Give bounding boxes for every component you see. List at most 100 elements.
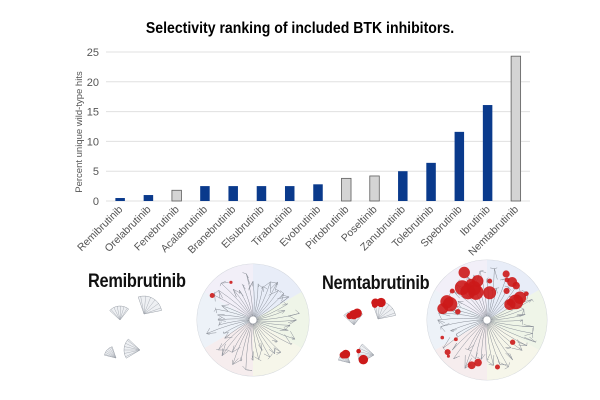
- nemtabrutinib-panel-label: Nemtabrutinib: [322, 273, 430, 294]
- kinome-group-sector: [253, 292, 310, 348]
- bars: [115, 55, 522, 202]
- fragment-branch: [111, 346, 117, 359]
- fragment-branch: [106, 350, 117, 359]
- kinome-group-sector: [487, 290, 548, 350]
- y-tick-label: 10: [87, 136, 99, 148]
- fragment-branch: [358, 351, 375, 356]
- bar-evobrutinib: [313, 184, 323, 201]
- y-axis: 0 5 10 15 20 25: [87, 47, 99, 208]
- bar-elsubrutinib: [256, 186, 267, 201]
- fragment-branch: [143, 296, 146, 315]
- kinase-hit-dot: [487, 278, 493, 284]
- fragment-branch: [105, 352, 117, 359]
- bar-nemtabrutinib: [510, 55, 522, 202]
- nemtabrutinib-kinome-fragments: [338, 297, 396, 365]
- fragment-branch: [143, 303, 159, 315]
- bar-fenebrutinib: [171, 189, 182, 202]
- kinase-hit-dot: [455, 308, 461, 315]
- kinase-hit-dot: [346, 312, 353, 320]
- fragment-branch: [107, 349, 117, 359]
- kinase-hit-dot: [503, 287, 510, 294]
- nemtabrutinib-kinome-tree: [426, 259, 548, 381]
- kinase-hit-dot: [440, 335, 445, 340]
- bar-poseltinib: [369, 175, 380, 202]
- kinome-fragment: [109, 305, 130, 321]
- fragment-branch: [377, 312, 396, 320]
- kinase-hit-dot: [502, 270, 510, 278]
- kinome-center: [482, 315, 492, 325]
- bar-tirabrutinib: [284, 186, 295, 201]
- y-tick-label: 0: [93, 196, 99, 208]
- kinase-hit-dot: [371, 302, 378, 308]
- kinase-hit-dot: [339, 351, 347, 359]
- fragment-branch: [125, 343, 141, 351]
- fragment-branch: [140, 296, 145, 315]
- bar-acalabrutinib: [200, 186, 210, 201]
- kinase-hit-dot: [513, 291, 527, 304]
- bar-branebrutinib: [228, 186, 238, 201]
- fragment-branch: [127, 340, 141, 351]
- y-tick-label: 25: [87, 47, 99, 59]
- chart-title: Selectivity ranking of included BTK inhi…: [145, 20, 455, 37]
- fragment-branch: [143, 299, 156, 315]
- fragment-branch: [119, 306, 121, 321]
- kinome-group-sector: [204, 264, 253, 320]
- bar-zanubrutinib: [398, 171, 408, 201]
- kinome-group-sector: [253, 320, 302, 376]
- fragment-branch: [116, 306, 121, 321]
- kinase-hit-dot: [356, 348, 361, 354]
- kinase-hit-dot: [437, 303, 449, 315]
- fragment-branch: [143, 297, 151, 315]
- fragment-branch: [109, 347, 117, 359]
- bar-ibrutinib: [482, 105, 493, 201]
- y-tick-label: 5: [93, 166, 99, 178]
- bar-remibrutinib: [115, 198, 125, 201]
- fragment-branch: [339, 357, 351, 364]
- fragment-branch: [110, 309, 121, 321]
- fragment-branch: [124, 346, 141, 351]
- kinome-group-sector: [204, 320, 253, 376]
- kinase-hit-dot: [444, 349, 451, 356]
- fragment-branch: [359, 348, 375, 356]
- kinase-hit-dot: [506, 299, 513, 306]
- fragment-branch: [377, 304, 390, 320]
- fragment-branch: [104, 353, 117, 359]
- kinome-group-sector: [487, 320, 539, 380]
- kinase-hit-dot: [229, 280, 233, 284]
- kinase-hit-dot: [474, 358, 482, 367]
- y-axis-label: Percent unique wild-type hits: [74, 71, 85, 193]
- y-tick-label: 15: [87, 107, 99, 119]
- kinase-hit-dot: [358, 354, 369, 365]
- fragment-branch: [125, 349, 141, 357]
- kinase-hit-dot: [209, 292, 215, 298]
- kinase-hit-dot: [494, 364, 500, 370]
- y-tick-label: 20: [87, 77, 99, 89]
- remibrutinib-kinome-fragments: [104, 295, 162, 359]
- kinome-group-sector: [487, 260, 539, 320]
- kinase-hit-dot: [467, 361, 476, 370]
- kinase-hit-dot: [471, 275, 484, 287]
- kinase-hit-dot: [523, 291, 529, 297]
- bar-tolebrutinib: [426, 162, 436, 201]
- kinase-hit-dot: [449, 288, 455, 294]
- fragment-branch: [113, 307, 121, 321]
- kinase-hit-dot: [446, 354, 450, 358]
- fragment-branch: [143, 307, 162, 315]
- kinome-center: [248, 315, 258, 325]
- kinase-hit-dot: [458, 266, 470, 279]
- kinase-hit-dot: [509, 339, 516, 345]
- kinase-hit-dot: [512, 281, 520, 290]
- fragment-branch: [119, 306, 125, 321]
- fragment-branch: [124, 349, 141, 354]
- fragment-branch: [361, 345, 375, 356]
- bar-pirtobrutinib: [341, 177, 352, 202]
- remibrutinib-panel-label: Remibrutinib: [88, 271, 186, 292]
- fragment-branch: [377, 308, 393, 320]
- kinase-hit-dot: [453, 337, 458, 342]
- kinase-hit-dot: [468, 284, 484, 300]
- kinome-fragment: [137, 295, 162, 315]
- kinase-hit-dot: [483, 286, 497, 300]
- kinase-hit-dot: [464, 282, 469, 287]
